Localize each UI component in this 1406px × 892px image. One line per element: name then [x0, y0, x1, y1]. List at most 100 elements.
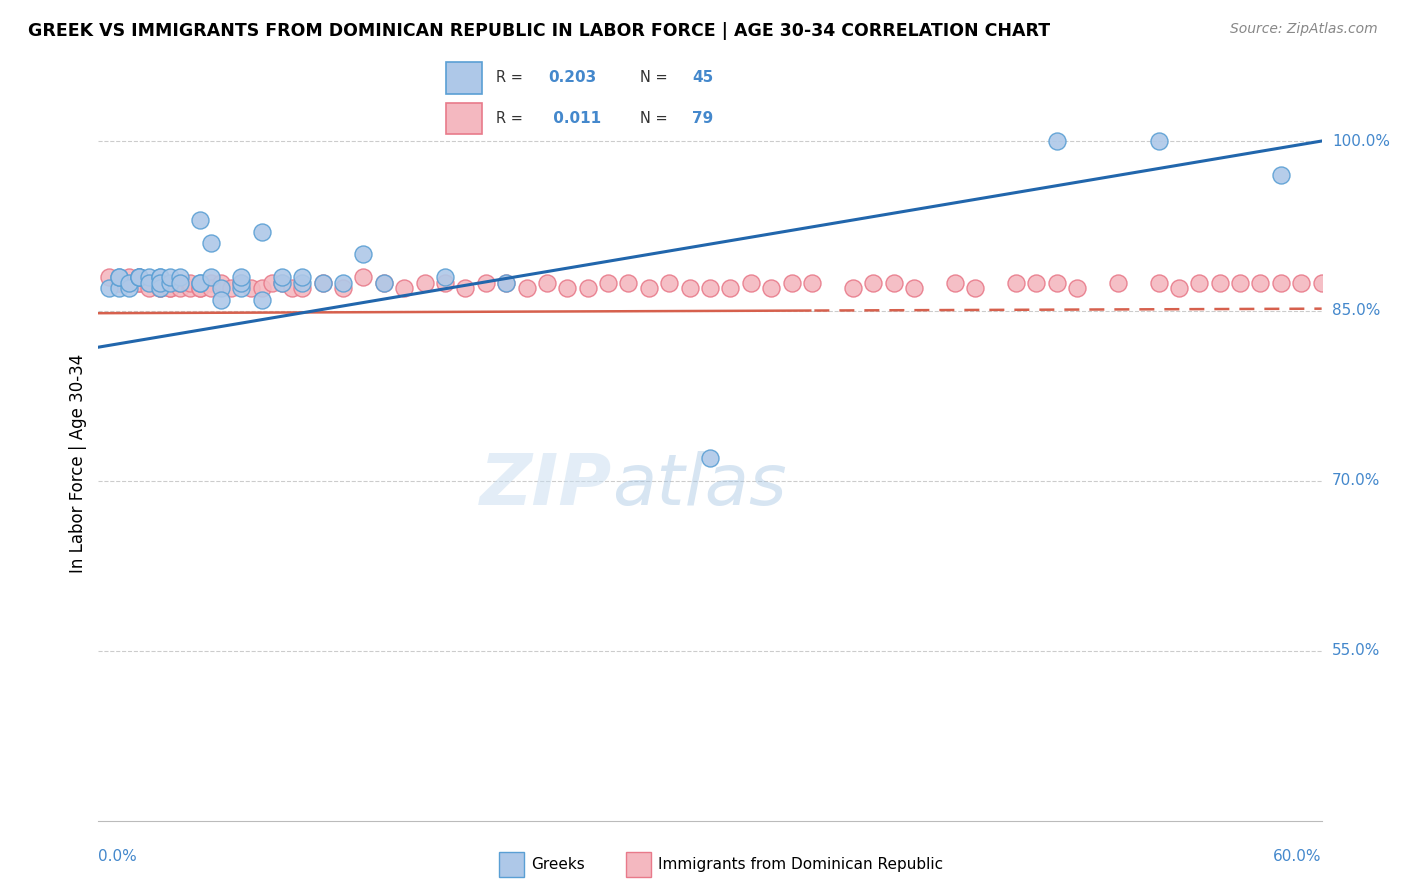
- Text: R =: R =: [496, 70, 527, 85]
- Point: [231, 276, 253, 290]
- Point: [718, 281, 742, 295]
- Point: [149, 281, 172, 295]
- Point: [434, 276, 457, 290]
- Text: 45: 45: [693, 70, 714, 85]
- Text: 70.0%: 70.0%: [1331, 474, 1381, 488]
- Point: [159, 269, 181, 284]
- Point: [841, 281, 863, 295]
- Point: [1147, 134, 1170, 148]
- Point: [352, 247, 374, 261]
- Text: N =: N =: [640, 70, 672, 85]
- Point: [291, 269, 314, 284]
- Point: [312, 276, 335, 290]
- Point: [169, 281, 191, 295]
- Point: [200, 235, 222, 250]
- Point: [97, 281, 120, 295]
- Point: [1107, 276, 1129, 290]
- Point: [1331, 276, 1354, 290]
- Point: [188, 276, 212, 290]
- Text: 85.0%: 85.0%: [1331, 303, 1381, 318]
- Point: [576, 281, 599, 295]
- Point: [231, 269, 253, 284]
- Point: [679, 281, 702, 295]
- Point: [555, 281, 579, 295]
- Point: [169, 269, 191, 284]
- Point: [128, 269, 150, 284]
- Point: [159, 281, 181, 295]
- Point: [413, 276, 436, 290]
- Point: [200, 269, 222, 284]
- Point: [231, 276, 253, 290]
- Point: [495, 276, 517, 290]
- FancyBboxPatch shape: [447, 62, 481, 94]
- Point: [1249, 276, 1271, 290]
- Text: Source: ZipAtlas.com: Source: ZipAtlas.com: [1230, 22, 1378, 37]
- Point: [392, 281, 416, 295]
- Point: [108, 269, 131, 284]
- Point: [250, 293, 273, 307]
- Point: [1270, 276, 1292, 290]
- Point: [231, 281, 253, 295]
- Point: [209, 281, 232, 295]
- Point: [270, 276, 294, 290]
- Point: [291, 281, 314, 295]
- Point: [128, 276, 150, 290]
- Y-axis label: In Labor Force | Age 30-34: In Labor Force | Age 30-34: [69, 354, 87, 574]
- Point: [740, 276, 762, 290]
- Point: [209, 293, 232, 307]
- Point: [250, 225, 273, 239]
- Point: [1147, 276, 1170, 290]
- Point: [138, 276, 160, 290]
- Point: [128, 269, 150, 284]
- Text: 60.0%: 60.0%: [1274, 849, 1322, 864]
- Point: [862, 276, 884, 290]
- Point: [495, 276, 517, 290]
- Point: [332, 276, 354, 290]
- Text: ZIP: ZIP: [479, 450, 612, 520]
- Point: [188, 213, 212, 227]
- Text: 100.0%: 100.0%: [1331, 134, 1391, 149]
- Text: Immigrants from Dominican Republic: Immigrants from Dominican Republic: [658, 857, 943, 871]
- Point: [270, 269, 294, 284]
- Point: [617, 276, 640, 290]
- Text: Greeks: Greeks: [531, 857, 585, 871]
- Point: [169, 276, 191, 290]
- Point: [219, 281, 242, 295]
- Point: [108, 276, 131, 290]
- Text: atlas: atlas: [612, 450, 787, 520]
- Point: [761, 281, 783, 295]
- Point: [1188, 276, 1211, 290]
- Point: [159, 276, 181, 290]
- Point: [1004, 276, 1026, 290]
- Point: [108, 281, 131, 295]
- Point: [883, 276, 905, 290]
- Point: [128, 269, 150, 284]
- Point: [1291, 276, 1313, 290]
- Point: [240, 281, 263, 295]
- Point: [1229, 276, 1251, 290]
- Point: [291, 276, 314, 290]
- Point: [965, 281, 987, 295]
- Point: [801, 276, 824, 290]
- Point: [434, 269, 457, 284]
- Point: [159, 281, 181, 295]
- Point: [1270, 168, 1292, 182]
- Text: 55.0%: 55.0%: [1331, 643, 1381, 658]
- Point: [128, 269, 150, 284]
- Point: [943, 276, 966, 290]
- Point: [780, 276, 803, 290]
- Point: [97, 269, 120, 284]
- Point: [270, 276, 294, 290]
- Text: 79: 79: [693, 112, 714, 126]
- Point: [138, 269, 160, 284]
- Point: [149, 276, 172, 290]
- Point: [149, 281, 172, 295]
- Point: [1045, 276, 1069, 290]
- Text: N =: N =: [640, 112, 672, 126]
- Point: [637, 281, 661, 295]
- Point: [250, 281, 273, 295]
- Point: [332, 281, 354, 295]
- Point: [188, 281, 212, 295]
- Point: [516, 281, 538, 295]
- Point: [454, 281, 477, 295]
